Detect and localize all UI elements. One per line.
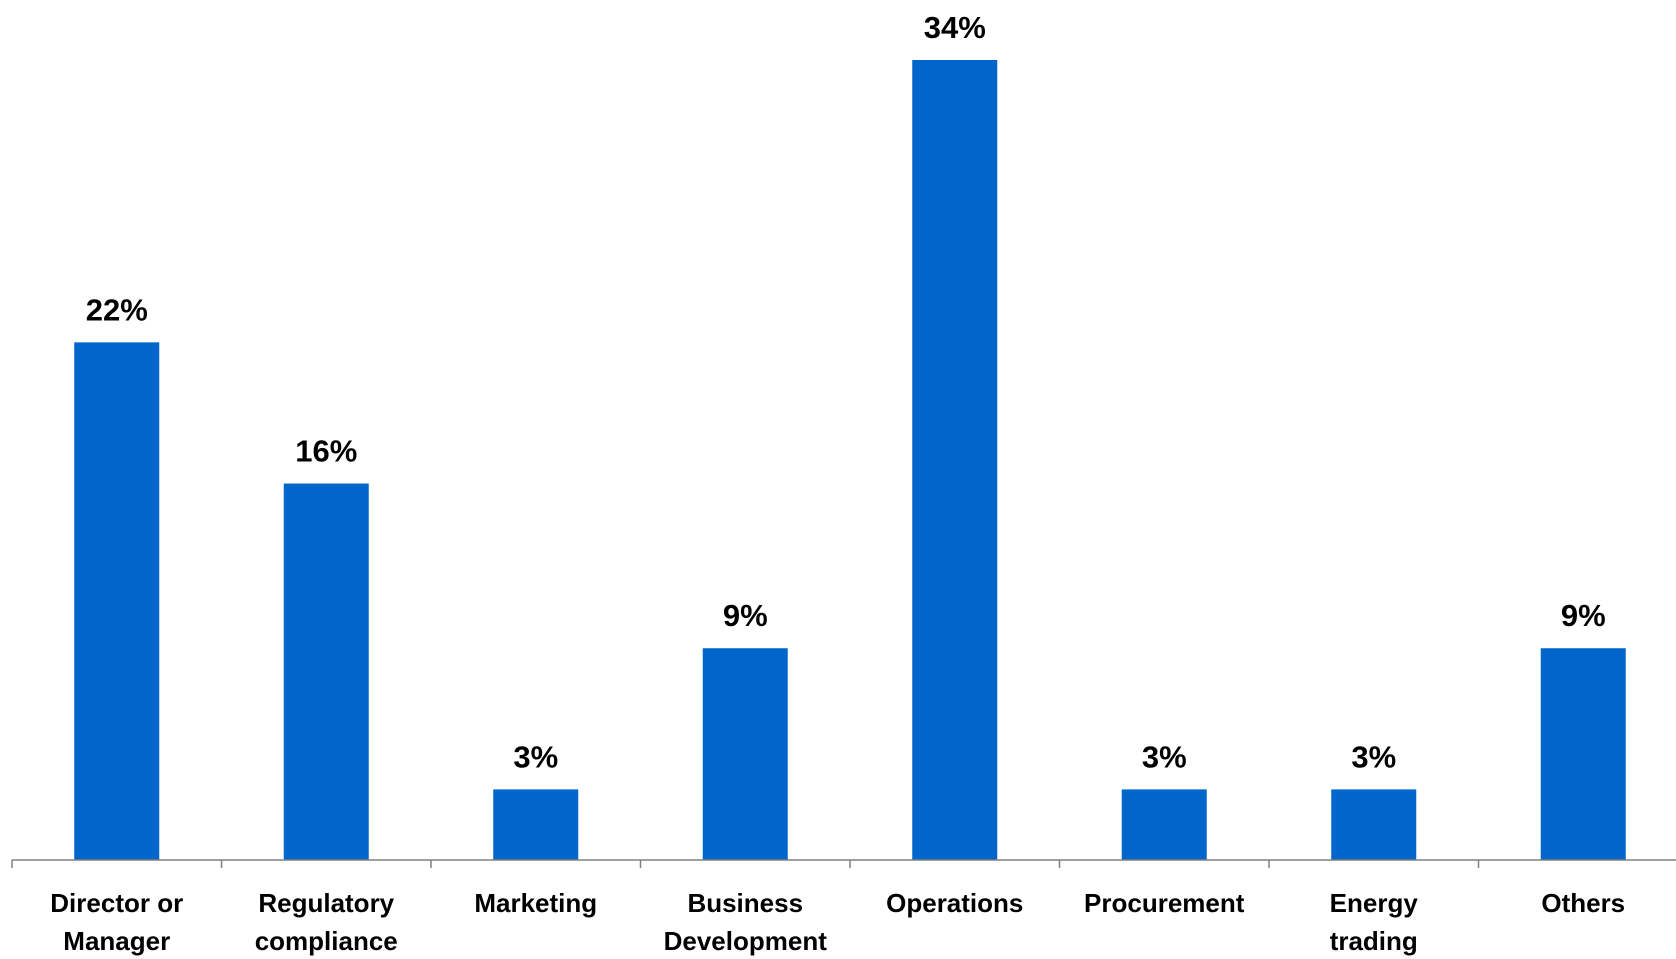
bars-group	[74, 60, 1626, 861]
bar-2	[493, 789, 579, 860]
bar-6	[1331, 789, 1417, 860]
category-label-line: Development	[664, 926, 828, 956]
data-label-7: 9%	[1561, 598, 1606, 633]
category-label-6: Energy trading	[1330, 888, 1419, 956]
category-label-4: Operations	[886, 888, 1023, 918]
data-label-5: 3%	[1142, 739, 1187, 774]
bar-5	[1121, 789, 1207, 860]
category-label-line: trading	[1330, 926, 1418, 956]
category-label-line: Operations	[886, 888, 1023, 918]
category-label-line: compliance	[255, 926, 398, 956]
category-label-3: Business Development	[664, 888, 828, 956]
category-label-7: Others	[1541, 888, 1625, 918]
category-label-line: Marketing	[474, 888, 597, 918]
x-axis	[11, 859, 1676, 868]
category-label-line: Others	[1541, 888, 1625, 918]
category-label-line: Manager	[63, 926, 170, 956]
category-label-line: Regulatory	[258, 888, 394, 918]
data-label-1: 16%	[295, 434, 357, 469]
data-label-4: 34%	[924, 10, 986, 45]
category-labels-group: Director or Manager Regulatory compliance Ma…	[50, 888, 1625, 956]
category-label-line: Procurement	[1084, 888, 1245, 918]
bar-4	[912, 60, 998, 860]
category-label-1: Regulatory compliance	[255, 888, 398, 956]
data-label-0: 22%	[86, 292, 148, 327]
category-label-line: Director or	[50, 888, 183, 918]
value-labels-group: 22% 16% 3% 9% 34% 3% 3% 9%	[86, 10, 1606, 774]
category-label-5: Procurement	[1084, 888, 1245, 918]
bar-3	[702, 648, 788, 860]
bar-1	[283, 483, 369, 860]
data-label-3: 9%	[723, 598, 768, 633]
bar-7	[1540, 648, 1626, 860]
category-label-2: Marketing	[474, 888, 597, 918]
data-label-2: 3%	[513, 739, 558, 774]
category-label-line: Business	[687, 888, 803, 918]
data-label-6: 3%	[1351, 739, 1396, 774]
bar-0	[74, 342, 160, 861]
category-label-0: Director or Manager	[50, 888, 183, 956]
category-label-line: Energy	[1330, 888, 1419, 918]
